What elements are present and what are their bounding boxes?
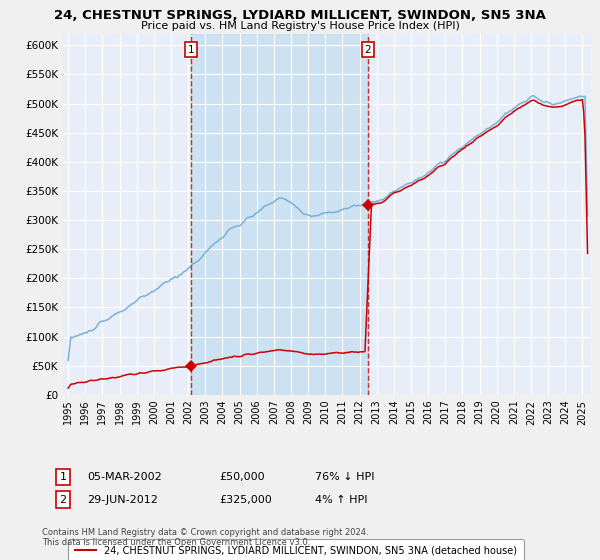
- Text: Contains HM Land Registry data © Crown copyright and database right 2024.
This d: Contains HM Land Registry data © Crown c…: [42, 528, 368, 547]
- Text: 4% ↑ HPI: 4% ↑ HPI: [315, 494, 367, 505]
- Text: 05-MAR-2002: 05-MAR-2002: [87, 472, 162, 482]
- Bar: [191, 34, 368, 395]
- Text: 2: 2: [59, 494, 67, 505]
- Text: 29-JUN-2012: 29-JUN-2012: [87, 494, 158, 505]
- Text: £50,000: £50,000: [219, 472, 265, 482]
- Text: Price paid vs. HM Land Registry's House Price Index (HPI): Price paid vs. HM Land Registry's House …: [140, 21, 460, 31]
- Text: 1: 1: [188, 45, 194, 55]
- Legend: 24, CHESTNUT SPRINGS, LYDIARD MILLICENT, SWINDON, SN5 3NA (detached house), HPI:: 24, CHESTNUT SPRINGS, LYDIARD MILLICENT,…: [68, 539, 524, 560]
- Text: £325,000: £325,000: [219, 494, 272, 505]
- Text: 24, CHESTNUT SPRINGS, LYDIARD MILLICENT, SWINDON, SN5 3NA: 24, CHESTNUT SPRINGS, LYDIARD MILLICENT,…: [54, 9, 546, 22]
- Text: 76% ↓ HPI: 76% ↓ HPI: [315, 472, 374, 482]
- Text: 1: 1: [59, 472, 67, 482]
- Text: 2: 2: [365, 45, 371, 55]
